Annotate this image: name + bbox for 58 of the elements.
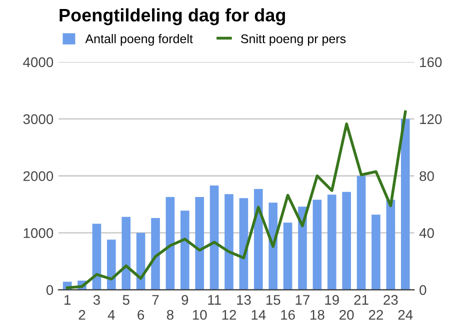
x-tick-label: 4 (108, 310, 115, 320)
bar (166, 196, 175, 290)
x-tick-label: 18 (310, 310, 324, 320)
y-tick-label: 0 (46, 285, 54, 295)
x-tick-label: 2 (78, 310, 86, 320)
x-tick-label: 11 (208, 295, 221, 305)
bar (195, 196, 204, 290)
x-tick-label: 10 (192, 310, 207, 320)
bar (180, 210, 190, 290)
y-tick-label: 1000 (24, 228, 54, 238)
x-tick-label: 5 (122, 295, 130, 305)
x-tick-label: 17 (296, 295, 310, 305)
bar (327, 194, 336, 290)
y-tick-label: 2000 (23, 171, 54, 182)
bar (356, 176, 366, 290)
x-tick-label: 14 (252, 310, 266, 320)
y2-tick-label: 80 (420, 171, 434, 182)
x-tick-label: 15 (266, 295, 280, 305)
x-tick-label: 9 (182, 295, 188, 305)
bar (254, 188, 263, 290)
bar (372, 214, 380, 290)
y2-tick-label: 40 (419, 228, 434, 238)
x-tick-label: 1 (64, 295, 71, 305)
chart-title: Poengtildeling dag for dag (60, 8, 285, 26)
x-tick-label: 21 (354, 295, 368, 305)
x-tick-label: 8 (166, 310, 174, 320)
bar (210, 186, 219, 290)
line-series (66, 110, 407, 290)
bar (386, 200, 396, 290)
x-tick-label: 6 (138, 310, 144, 320)
bar (298, 206, 307, 290)
bar (224, 194, 234, 290)
x-tick-label: 19 (325, 295, 339, 305)
y2-tick-label: 120 (420, 114, 442, 124)
bar (342, 192, 351, 290)
bar (283, 222, 292, 290)
legend-label: Snitt poeng pr pers (241, 34, 346, 46)
bar (268, 202, 278, 290)
y2-tick-label: 0 (420, 285, 426, 295)
y2-tick-label: 160 (420, 57, 442, 68)
bar (122, 216, 131, 290)
x-tick-label: 22 (368, 310, 383, 320)
bar (107, 240, 116, 290)
x-tick-label: 20 (340, 310, 354, 320)
bar (151, 218, 160, 290)
x-tick-label: 23 (384, 295, 398, 305)
x-tick-label: 3 (93, 295, 100, 305)
bar (312, 200, 322, 290)
x-tick-label: 13 (237, 295, 251, 305)
bar (400, 118, 410, 290)
y-tick-label: 3000 (23, 114, 54, 124)
bar (92, 224, 102, 290)
x-tick-label: 24 (398, 310, 413, 320)
x-tick-label: 12 (222, 310, 236, 320)
y-tick-label: 4000 (23, 57, 54, 68)
x-tick-label: 7 (152, 295, 159, 305)
x-tick-label: 16 (281, 310, 295, 320)
legend-label: Antall poeng fordelt (85, 34, 193, 46)
